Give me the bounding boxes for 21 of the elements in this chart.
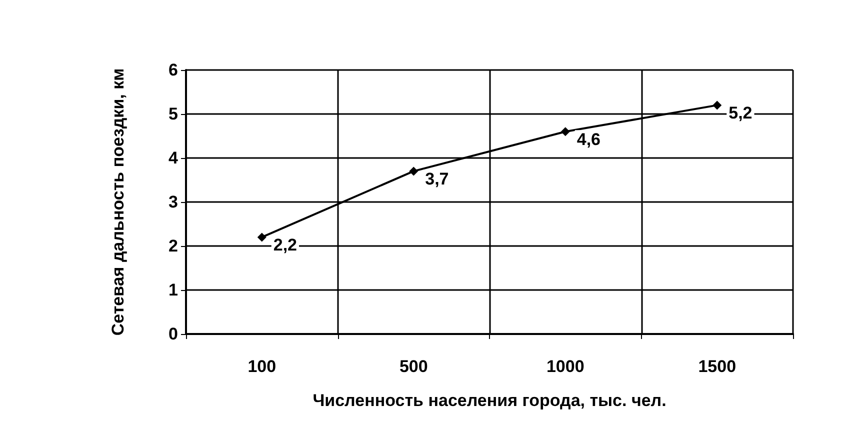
y-tick-label: 1 <box>168 280 178 300</box>
data-label: 4,6 <box>576 130 601 150</box>
y-tick-label: 3 <box>168 192 178 212</box>
y-tick-label: 2 <box>168 236 178 256</box>
data-label: 5,2 <box>728 104 752 123</box>
x-axis-title: Численность населения города, тыс. чел. <box>312 391 666 410</box>
data-label: 3,7 <box>425 170 449 189</box>
y-tick-label: 0 <box>168 324 178 344</box>
point <box>257 232 266 242</box>
x-tick-label: 1000 <box>546 357 584 376</box>
point <box>712 100 722 110</box>
y-tick-label: 5 <box>168 104 178 124</box>
y-tick-label: 6 <box>168 60 178 80</box>
x-tick-label: 500 <box>399 357 428 376</box>
x-tick-label: 100 <box>248 357 276 376</box>
y-tick-label: 4 <box>168 148 179 168</box>
data-label: 2,2 <box>273 236 298 255</box>
y-axis-title: Сетевая дальность поездки, км <box>108 68 128 336</box>
point <box>560 127 570 136</box>
x-tick-label: 1500 <box>698 357 736 376</box>
point <box>409 166 418 176</box>
